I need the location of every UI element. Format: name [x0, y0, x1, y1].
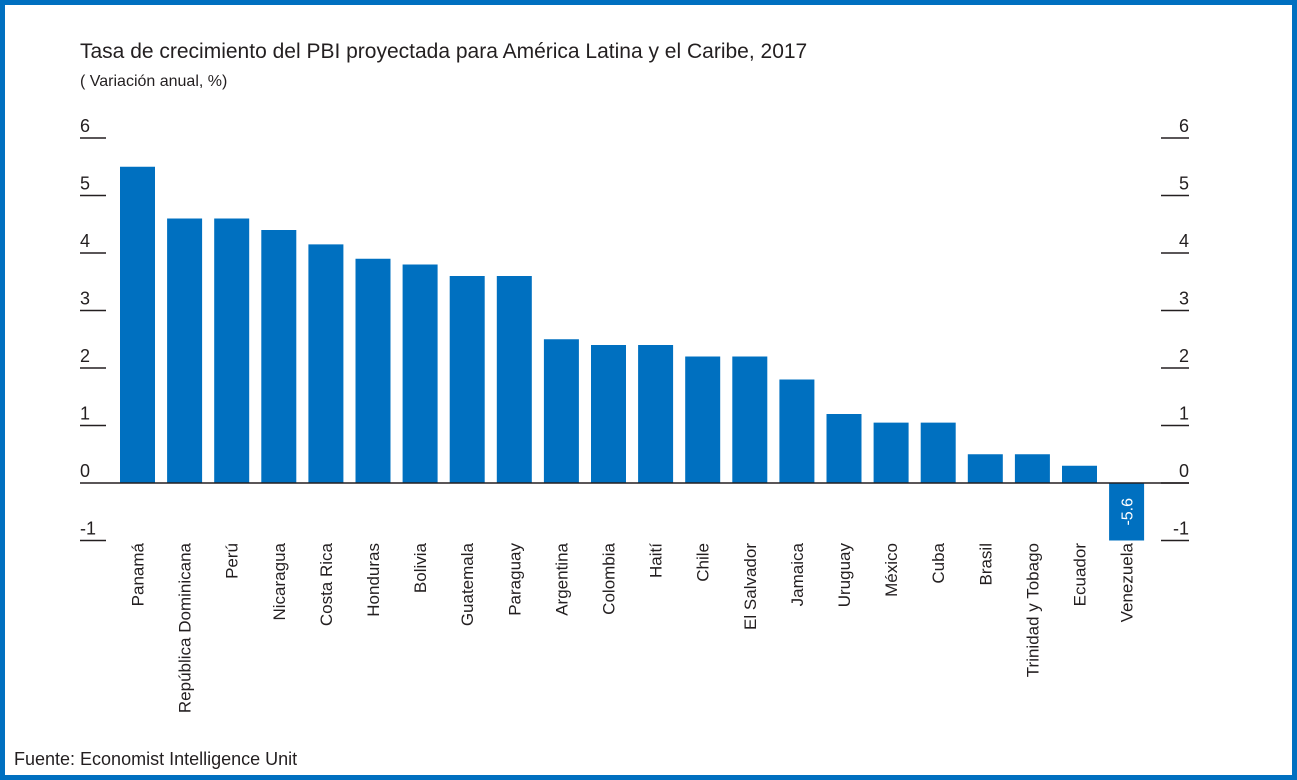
x-tick-label: Honduras [364, 543, 383, 617]
bar [214, 218, 250, 483]
x-tick-label: Venezuela [1118, 542, 1137, 622]
y-tick-label-left: 6 [80, 116, 90, 136]
x-tick-label: República Dominicana [176, 542, 195, 713]
x-tick-label: Nicaragua [270, 542, 289, 620]
y-tick-label-left: 5 [80, 174, 90, 194]
x-tick-label: Uruguay [835, 543, 854, 608]
bar [496, 276, 532, 483]
y-tick-label-left: 1 [80, 404, 90, 424]
y-tick-label-right: 4 [1179, 231, 1189, 251]
x-tick-label: Jamaica [788, 542, 807, 606]
x-tick-label: Argentina [552, 542, 571, 615]
x-tick-label: Costa Rica [317, 542, 336, 626]
x-tick-label: Colombia [600, 542, 619, 614]
y-tick-label-right: 2 [1179, 346, 1189, 366]
bar [1014, 454, 1050, 483]
x-tick-label: Bolivia [411, 542, 430, 593]
x-tick-label: Perú [223, 543, 242, 579]
y-tick-label-right: 1 [1179, 404, 1189, 424]
bars: -5.6 [120, 166, 1145, 541]
x-tick-label: Chile [694, 543, 713, 582]
bar [1062, 465, 1097, 483]
bar [732, 356, 768, 483]
y-tick-label-right: 0 [1179, 461, 1189, 481]
bar [967, 454, 1003, 483]
bar [920, 422, 956, 483]
bar [355, 258, 391, 483]
bar [826, 414, 862, 483]
x-axis-labels: Panamá República Dominicana Perú Nicaragua C… [129, 542, 1137, 713]
x-tick-label: México [882, 543, 901, 597]
y-tick-label-right: 5 [1179, 174, 1189, 194]
chart-subtitle: ( Variación anual, %) [80, 73, 228, 90]
x-tick-label: El Salvador [741, 543, 760, 630]
bar [591, 345, 626, 483]
x-tick-label: Panamá [129, 542, 148, 606]
x-tick-label: Guatemala [458, 542, 477, 626]
y-axis-left: 6 5 4 3 2 1 0 -1 [80, 116, 106, 542]
x-tick-label: Cuba [929, 542, 948, 583]
bar [1109, 483, 1145, 541]
source-note: Fuente: Economist Intelligence Unit [14, 749, 298, 769]
y-axis-right: 6 5 4 3 2 1 0 -1 [1161, 116, 1189, 542]
x-tick-label: Paraguay [505, 543, 524, 616]
bar [543, 339, 579, 483]
y-tick-label-right: -1 [1173, 519, 1189, 539]
x-tick-label: Brasil [976, 543, 995, 586]
y-tick-label-right: 6 [1179, 116, 1189, 136]
y-tick-label-left: 2 [80, 346, 90, 366]
bar [685, 356, 721, 483]
y-tick-label-left: 3 [80, 289, 90, 309]
bar [873, 422, 909, 483]
x-tick-label: Trinidad y Tobago [1023, 543, 1042, 677]
bar [167, 218, 203, 483]
bar [308, 244, 344, 483]
y-tick-label-left: 0 [80, 461, 90, 481]
y-tick-label-left: -1 [80, 519, 96, 539]
data-label: -5.6 [1120, 498, 1137, 526]
chart-title: Tasa de crecimiento del PBI proyectada p… [80, 40, 808, 63]
y-tick-label-right: 3 [1179, 289, 1189, 309]
bar [449, 276, 485, 483]
bar [638, 345, 674, 483]
y-tick-label-left: 4 [80, 231, 90, 251]
bar [261, 230, 297, 483]
bar [120, 166, 155, 483]
x-tick-label: Ecuador [1071, 543, 1090, 607]
x-tick-label: Haití [647, 543, 666, 578]
bar [402, 264, 438, 483]
bar [779, 379, 815, 483]
